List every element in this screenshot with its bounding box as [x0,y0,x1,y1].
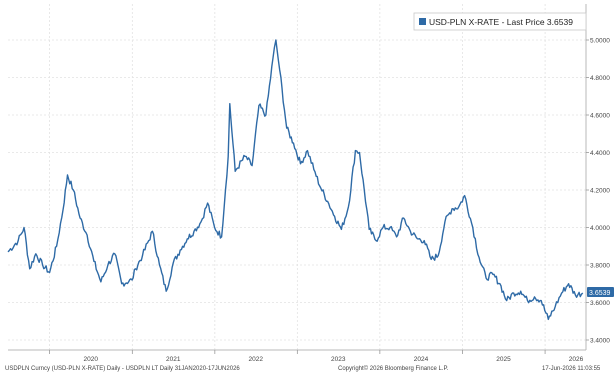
x-tick-label: 2022 [249,356,264,363]
y-tick-label: 3.4000 [590,338,610,345]
legend-swatch [419,18,426,25]
footer-timestamp: 17-Jun-2026 11:03:55 [542,366,601,372]
footer-source-text: USDPLN Curncy (USD-PLN X-RATE) Daily - U… [5,366,240,372]
y-tick-label: 4.8000 [590,75,610,82]
legend-box [413,12,587,31]
x-tick-label: 2023 [331,356,346,363]
x-tick-label: 2024 [414,356,429,363]
series-layer [7,39,584,321]
legend-label: USD-PLN X-RATE - Last Price 3.6539 [429,17,573,27]
footer-copyright: Copyright© 2026 Bloomberg Finance L.P. [338,366,449,372]
y-tick-label: 3.6000 [590,300,610,307]
last-price-tag: 3.6539 [587,287,614,297]
x-tick-label: 2020 [83,356,98,363]
last-price-tag-background [587,287,614,297]
y-tick-labels: 3.4000 3.6000 3.8000 4.0000 4.2000 4.4000 4.60… [586,38,610,345]
x-tick-label: 2026 [569,356,584,363]
series-line-usd-pln [7,39,584,321]
y-tick-label: 4.0000 [590,225,610,232]
y-tick-label: 4.4000 [590,150,610,157]
legend: USD-PLN X-RATE - Last Price 3.6539 [413,12,587,31]
x-tick-labels: 2020 2021 2022 2023 2024 2025 2026 [49,350,584,363]
y-tick-label: 5.0000 [590,38,610,45]
x-tick-label: 2025 [496,356,511,363]
x-tick-label: 2021 [166,356,181,363]
y-tick-label: 4.2000 [590,188,610,195]
y-tick-label: 4.6000 [590,113,610,120]
last-price-tag-label: 3.6539 [589,290,611,297]
y-tick-label: 3.8000 [590,263,610,270]
